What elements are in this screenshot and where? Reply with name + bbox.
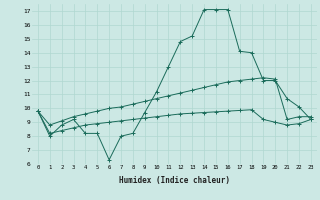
X-axis label: Humidex (Indice chaleur): Humidex (Indice chaleur) bbox=[119, 176, 230, 185]
